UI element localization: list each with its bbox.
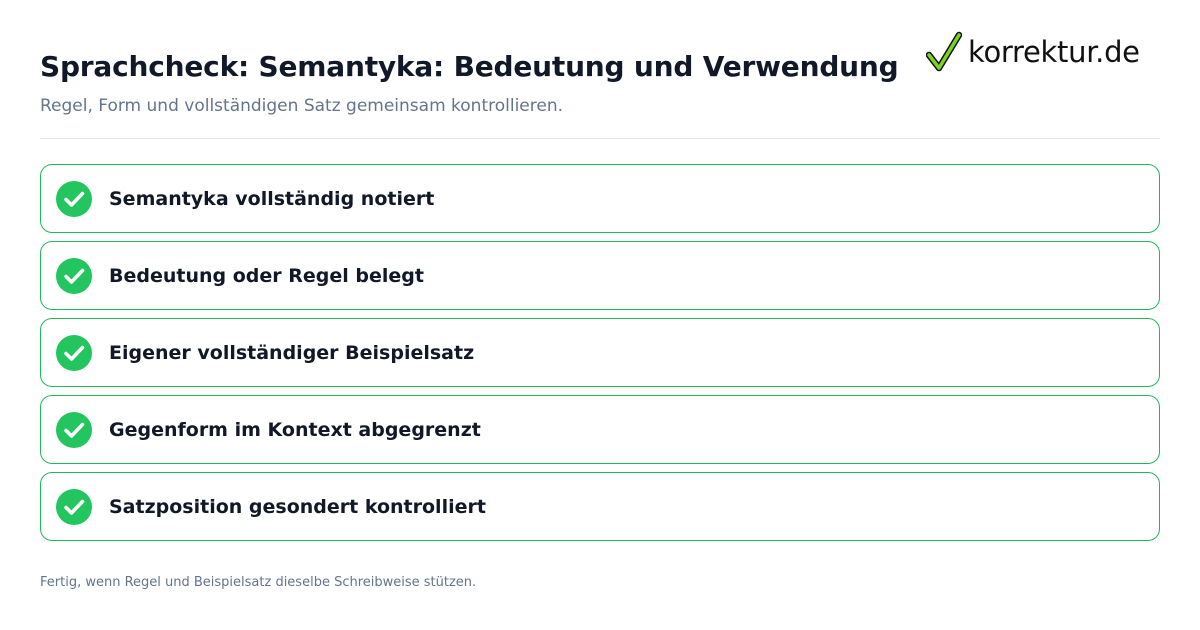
checklist-item: Satzposition gesondert kontrolliert — [40, 472, 1160, 541]
checklist-item: Eigener vollständiger Beispielsatz — [40, 318, 1160, 387]
checklist-item: Semantyka vollständig notiert — [40, 164, 1160, 233]
brand-logo: korrektur.de — [926, 30, 1140, 74]
check-circle-icon — [56, 334, 92, 371]
checklist-item: Gegenform im Kontext abgegrenzt — [40, 395, 1160, 464]
page-title: Sprachcheck: Semantyka: Bedeutung und Ve… — [40, 50, 899, 83]
brand-name: korrektur.de — [968, 35, 1140, 69]
checklist-item-label: Satzposition gesondert kontrolliert — [109, 495, 486, 518]
header-divider — [40, 138, 1160, 139]
check-circle-icon — [56, 257, 92, 294]
checklist-item-label: Semantyka vollständig notiert — [109, 187, 435, 210]
checklist: Semantyka vollständig notiert Bedeutung … — [40, 164, 1160, 549]
check-circle-icon — [56, 180, 92, 217]
checklist-item-label: Bedeutung oder Regel belegt — [109, 264, 424, 287]
check-circle-icon — [56, 488, 92, 525]
check-circle-icon — [56, 411, 92, 448]
checklist-item-label: Gegenform im Kontext abgegrenzt — [109, 418, 481, 441]
checklist-item-label: Eigener vollständiger Beispielsatz — [109, 341, 475, 364]
footer-note: Fertig, wenn Regel und Beispielsatz dies… — [40, 575, 477, 590]
checklist-item: Bedeutung oder Regel belegt — [40, 241, 1160, 310]
page-subtitle: Regel, Form und vollständigen Satz gemei… — [40, 96, 564, 116]
checkmark-icon — [926, 31, 962, 72]
